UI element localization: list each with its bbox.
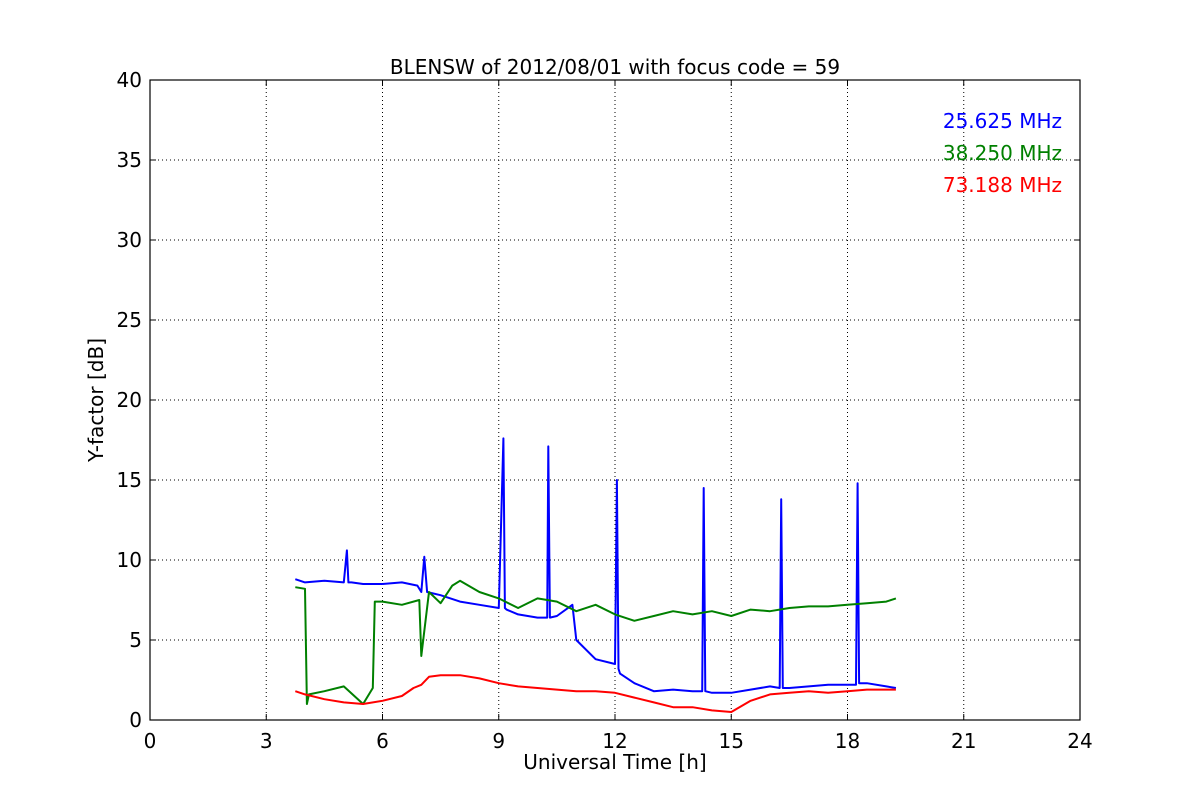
x-tick-label: 9 — [492, 729, 505, 753]
y-tick-label: 5 — [129, 628, 142, 652]
tick-layer — [149, 79, 1081, 721]
x-tick-label: 0 — [144, 729, 157, 753]
x-axis-title: Universal Time [h] — [523, 750, 706, 774]
y-tick-label: 30 — [117, 228, 142, 252]
legend-entry: 73.188 MHz — [943, 173, 1062, 197]
legend-entry: 25.625 MHz — [943, 109, 1062, 133]
y-tick-label: 10 — [117, 548, 142, 572]
y-tick-label: 40 — [117, 68, 142, 92]
y-tick-label: 15 — [117, 468, 142, 492]
y-tick-label: 20 — [117, 388, 142, 412]
chart-title: BLENSW of 2012/08/01 with focus code = 5… — [390, 55, 840, 79]
series-line — [295, 579, 897, 705]
x-tick-label: 3 — [260, 729, 273, 753]
x-tick-label: 15 — [719, 729, 744, 753]
legend: 25.625 MHz 38.250 MHz 73.188 MHz — [943, 109, 1062, 197]
x-tick-label: 24 — [1067, 729, 1092, 753]
x-tick-label: 12 — [602, 729, 627, 753]
y-axis-title: Y-factor [dB] — [84, 338, 108, 463]
series-line — [294, 437, 897, 694]
y-tick-label: 35 — [117, 148, 142, 172]
series-line — [294, 674, 896, 713]
x-tick-label: 6 — [376, 729, 389, 753]
legend-entry: 38.250 MHz — [943, 141, 1062, 165]
tick-label-layer: 0 3 6 9 12 15 18 21 24 0 5 10 15 20 25 30 35 40 — [117, 68, 1093, 753]
x-tick-label: 21 — [951, 729, 976, 753]
x-tick-label: 18 — [835, 729, 860, 753]
y-tick-label: 25 — [117, 308, 142, 332]
series-layer — [294, 437, 897, 713]
y-tick-label: 0 — [129, 708, 142, 732]
